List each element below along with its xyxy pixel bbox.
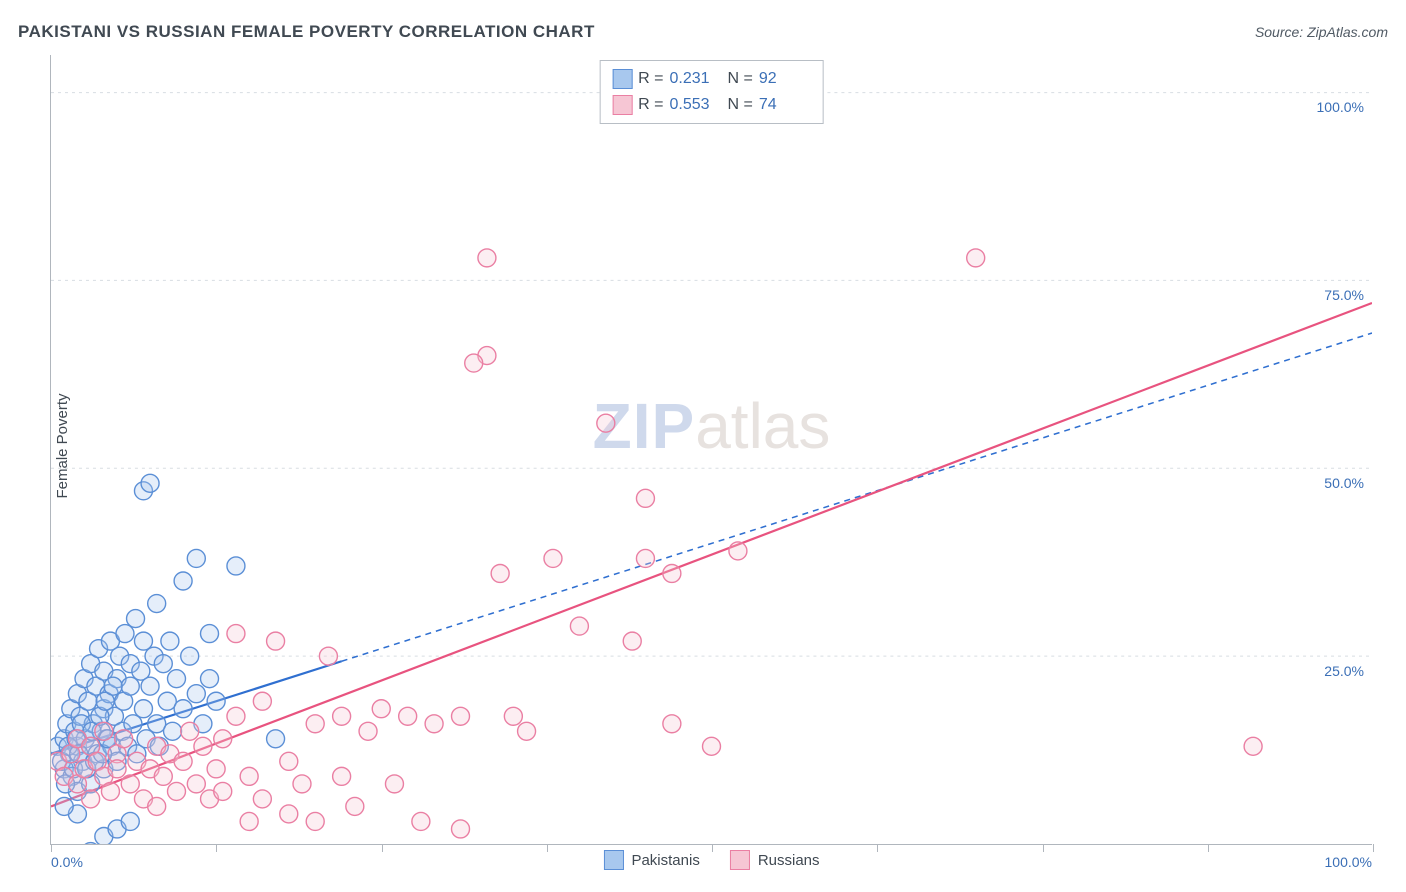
y-tick-label: 100.0%	[1317, 99, 1364, 115]
x-tick	[382, 844, 383, 852]
legend-label-russians: Russians	[758, 852, 820, 869]
legend-label-pakistanis: Pakistanis	[631, 852, 699, 869]
source-prefix: Source:	[1255, 24, 1307, 40]
chart-title: PAKISTANI VS RUSSIAN FEMALE POVERTY CORR…	[18, 22, 595, 42]
chart-source: Source: ZipAtlas.com	[1255, 24, 1388, 40]
r-label: R =	[638, 66, 663, 92]
r-value-pakistanis: 0.231	[670, 66, 722, 92]
correlation-legend: R = 0.231 N = 92 R = 0.553 N = 74	[599, 60, 824, 124]
n-label: N =	[728, 66, 753, 92]
chart-header: PAKISTANI VS RUSSIAN FEMALE POVERTY CORR…	[18, 22, 1388, 42]
y-tick-label: 25.0%	[1324, 663, 1364, 679]
n-value-pakistanis: 92	[759, 66, 811, 92]
x-tick	[877, 844, 878, 852]
n-value-russians: 74	[759, 92, 811, 118]
scatter-svg	[51, 55, 1372, 844]
swatch-pakistanis	[612, 69, 632, 89]
legend-item-pakistanis: Pakistanis	[603, 850, 699, 870]
x-tick	[1208, 844, 1209, 852]
chart-plot-area: ZIPatlas 25.0%50.0%75.0%100.0% 0.0% 100.…	[50, 55, 1372, 845]
legend-item-russians: Russians	[730, 850, 820, 870]
x-tick-first: 0.0%	[51, 854, 83, 870]
x-tick	[216, 844, 217, 852]
x-tick	[1373, 844, 1374, 852]
x-tick	[51, 844, 52, 852]
y-tick-label: 75.0%	[1324, 287, 1364, 303]
r-label-2: R =	[638, 92, 663, 118]
series-legend: Pakistanis Russians	[603, 850, 819, 870]
swatch-russians-bottom	[730, 850, 750, 870]
x-tick	[1043, 844, 1044, 852]
legend-row-russians: R = 0.553 N = 74	[612, 92, 811, 118]
y-tick-label: 50.0%	[1324, 475, 1364, 491]
swatch-pakistanis-bottom	[603, 850, 623, 870]
source-name: ZipAtlas.com	[1307, 24, 1388, 40]
legend-row-pakistanis: R = 0.231 N = 92	[612, 66, 811, 92]
r-value-russians: 0.553	[670, 92, 722, 118]
swatch-russians	[612, 95, 632, 115]
x-tick-last: 100.0%	[1325, 854, 1372, 870]
n-label-2: N =	[728, 92, 753, 118]
x-tick	[547, 844, 548, 852]
